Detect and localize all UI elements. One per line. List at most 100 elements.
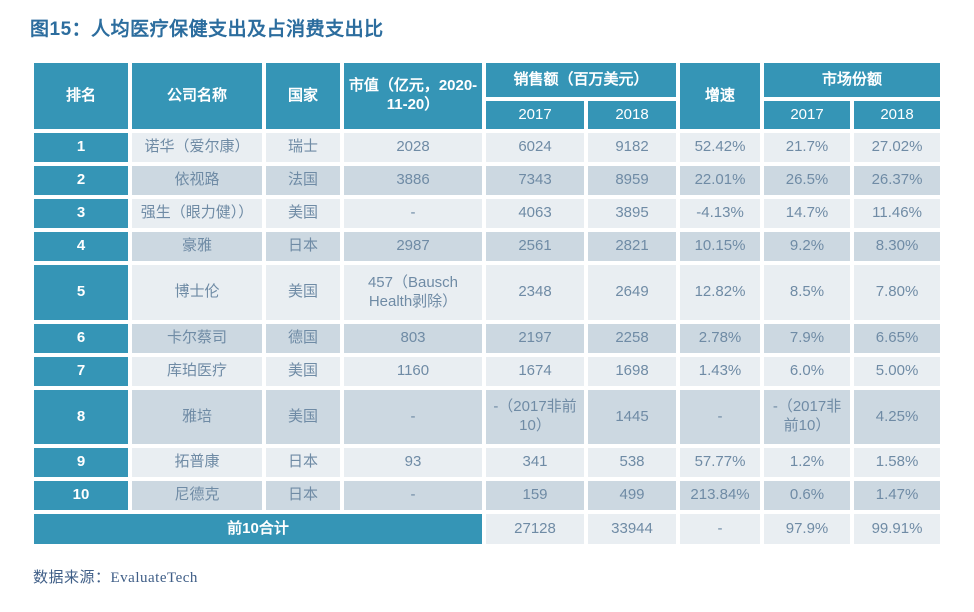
table-row: 6 卡尔蔡司 德国 803 2197 2258 2.78% 7.9% 6.65% bbox=[34, 324, 941, 353]
table-row: 3 强生（眼力健）） 美国 - 4063 3895 -4.13% 14.7% 1… bbox=[34, 199, 941, 228]
growth-cell: - bbox=[680, 390, 761, 444]
rank-cell: 3 bbox=[34, 199, 128, 228]
col-header-country: 国家 bbox=[266, 63, 340, 129]
share-2018-cell: 5.00% bbox=[854, 357, 941, 386]
growth-cell: 57.77% bbox=[680, 448, 761, 477]
growth-cell: -4.13% bbox=[680, 199, 761, 228]
company-cell: 库珀医疗 bbox=[132, 357, 262, 386]
company-cell: 拓普康 bbox=[132, 448, 262, 477]
rank-cell: 4 bbox=[34, 232, 128, 261]
company-cell: 卡尔蔡司 bbox=[132, 324, 262, 353]
table-row: 5 博士伦 美国 457（Bausch Health剥除） 2348 2649 … bbox=[34, 265, 941, 320]
table-row: 4 豪雅 日本 2987 2561 2821 10.15% 9.2% 8.30% bbox=[34, 232, 941, 261]
share-2018-cell: 27.02% bbox=[854, 133, 941, 162]
sales-2018-cell: 2258 bbox=[588, 324, 677, 353]
share-2017-cell: 1.2% bbox=[764, 448, 851, 477]
rank-cell: 2 bbox=[34, 166, 128, 195]
table-row: 1 诺华（爱尔康） 瑞士 2028 6024 9182 52.42% 21.7%… bbox=[34, 133, 941, 162]
market-cap-cell: 457（Bausch Health剥除） bbox=[344, 265, 482, 320]
data-source-note: 数据来源：EvaluateTech bbox=[33, 570, 198, 586]
market-cap-cell: 2987 bbox=[344, 232, 482, 261]
sales-2017-cell: 4063 bbox=[486, 199, 584, 228]
sales-2017-cell: 2197 bbox=[486, 324, 584, 353]
col-header-market-cap: 市值（亿元，2020-11-20） bbox=[344, 63, 482, 129]
share-2018-cell: 6.65% bbox=[854, 324, 941, 353]
col-header-company: 公司名称 bbox=[132, 63, 262, 129]
sales-2017-cell: 7343 bbox=[486, 166, 584, 195]
sales-2017-cell: 159 bbox=[486, 481, 584, 510]
share-2018-cell: 7.80% bbox=[854, 265, 941, 320]
share-2018-cell: 11.46% bbox=[854, 199, 941, 228]
share-2018-cell: 26.37% bbox=[854, 166, 941, 195]
sales-2018-cell: 1698 bbox=[588, 357, 677, 386]
sales-2017-cell: 341 bbox=[486, 448, 584, 477]
sales-2017-cell: 2348 bbox=[486, 265, 584, 320]
col-header-sales-2018: 2018 bbox=[588, 101, 677, 129]
share-2017-cell: 7.9% bbox=[764, 324, 851, 353]
company-cell: 依视路 bbox=[132, 166, 262, 195]
header-row-years: 2017 2018 2017 2018 bbox=[34, 101, 941, 129]
share-2017-cell: 6.0% bbox=[764, 357, 851, 386]
country-cell: 法国 bbox=[266, 166, 340, 195]
rank-cell: 7 bbox=[34, 357, 128, 386]
sales-2018-cell: 8959 bbox=[588, 166, 677, 195]
country-cell: 日本 bbox=[266, 448, 340, 477]
total-share-2017-cell: 97.9% bbox=[764, 514, 851, 544]
country-cell: 瑞士 bbox=[266, 133, 340, 162]
sales-2017-cell: 2561 bbox=[486, 232, 584, 261]
share-2018-cell: 1.47% bbox=[854, 481, 941, 510]
rank-cell: 5 bbox=[34, 265, 128, 320]
country-cell: 美国 bbox=[266, 199, 340, 228]
growth-cell: 10.15% bbox=[680, 232, 761, 261]
company-cell: 尼德克 bbox=[132, 481, 262, 510]
share-2017-cell: 9.2% bbox=[764, 232, 851, 261]
share-2017-cell: 26.5% bbox=[764, 166, 851, 195]
sales-2018-cell: 499 bbox=[588, 481, 677, 510]
table-row: 8 雅培 美国 - -（2017非前10） 1445 - -（2017非前10）… bbox=[34, 390, 941, 444]
market-cap-cell: 803 bbox=[344, 324, 482, 353]
rank-cell: 1 bbox=[34, 133, 128, 162]
total-growth-cell: - bbox=[680, 514, 761, 544]
sales-2018-cell: 2821 bbox=[588, 232, 677, 261]
col-header-share-2017: 2017 bbox=[764, 101, 851, 129]
growth-cell: 12.82% bbox=[680, 265, 761, 320]
share-2017-cell: 8.5% bbox=[764, 265, 851, 320]
total-sales-2018-cell: 33944 bbox=[588, 514, 677, 544]
country-cell: 日本 bbox=[266, 232, 340, 261]
sales-2018-cell: 538 bbox=[588, 448, 677, 477]
table-row: 9 拓普康 日本 93 341 538 57.77% 1.2% 1.58% bbox=[34, 448, 941, 477]
market-cap-cell: 3886 bbox=[344, 166, 482, 195]
growth-cell: 2.78% bbox=[680, 324, 761, 353]
sales-2017-cell: 6024 bbox=[486, 133, 584, 162]
total-sales-2017-cell: 27128 bbox=[486, 514, 584, 544]
sales-2018-cell: 2649 bbox=[588, 265, 677, 320]
market-cap-cell: 93 bbox=[344, 448, 482, 477]
share-2018-cell: 4.25% bbox=[854, 390, 941, 444]
share-2017-cell: 21.7% bbox=[764, 133, 851, 162]
share-2018-cell: 8.30% bbox=[854, 232, 941, 261]
market-cap-cell: - bbox=[344, 199, 482, 228]
country-cell: 德国 bbox=[266, 324, 340, 353]
share-2017-cell: 0.6% bbox=[764, 481, 851, 510]
sales-2018-cell: 1445 bbox=[588, 390, 677, 444]
table-row: 10 尼德克 日本 - 159 499 213.84% 0.6% 1.47% bbox=[34, 481, 941, 510]
rank-cell: 6 bbox=[34, 324, 128, 353]
figure-title: 图15：人均医疗保健支出及占消费支出比 bbox=[30, 19, 384, 40]
growth-cell: 52.42% bbox=[680, 133, 761, 162]
company-cell: 博士伦 bbox=[132, 265, 262, 320]
col-header-share-2018: 2018 bbox=[854, 101, 941, 129]
sales-2018-cell: 9182 bbox=[588, 133, 677, 162]
sales-2018-cell: 3895 bbox=[588, 199, 677, 228]
total-label-cell: 前10合计 bbox=[34, 514, 482, 544]
market-cap-cell: - bbox=[344, 481, 482, 510]
share-2017-cell: -（2017非前10） bbox=[764, 390, 851, 444]
growth-cell: 1.43% bbox=[680, 357, 761, 386]
share-2018-cell: 1.58% bbox=[854, 448, 941, 477]
company-cell: 豪雅 bbox=[132, 232, 262, 261]
table-row: 7 库珀医疗 美国 1160 1674 1698 1.43% 6.0% 5.00… bbox=[34, 357, 941, 386]
country-cell: 美国 bbox=[266, 390, 340, 444]
rank-cell: 10 bbox=[34, 481, 128, 510]
top10-companies-table: 排名 公司名称 国家 市值（亿元，2020-11-20） 销售额（百万美元） 增… bbox=[30, 59, 944, 548]
sales-2017-cell: 1674 bbox=[486, 357, 584, 386]
table-row: 2 依视路 法国 3886 7343 8959 22.01% 26.5% 26.… bbox=[34, 166, 941, 195]
